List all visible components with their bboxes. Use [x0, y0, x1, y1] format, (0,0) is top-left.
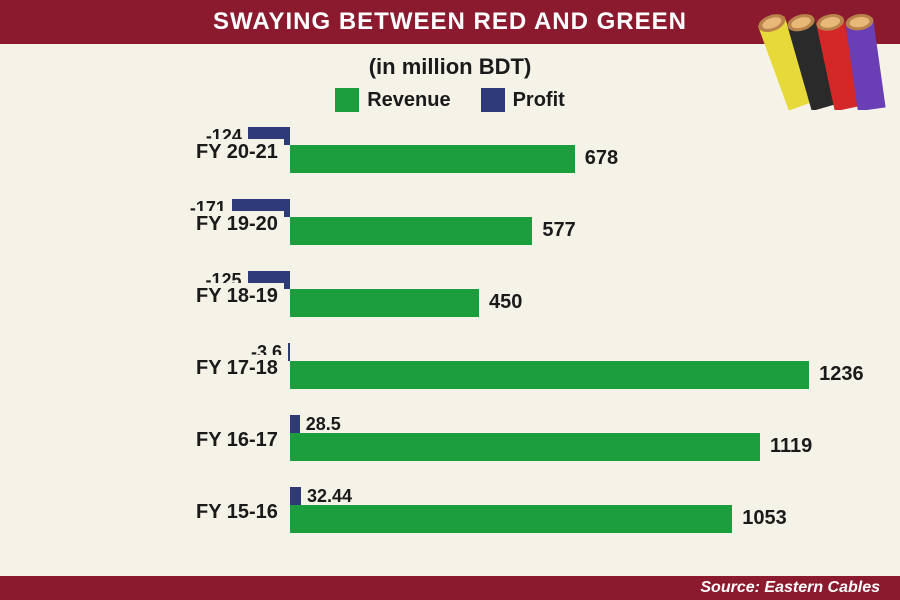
header-title: SWAYING BETWEEN RED AND GREEN	[213, 8, 687, 35]
legend-label: Revenue	[367, 89, 450, 112]
revenue-value: 678	[585, 147, 618, 170]
profit-value: 32.44	[307, 486, 352, 507]
chart-row: 678-124FY 20-21	[20, 127, 880, 183]
cables-decoration-icon	[740, 0, 900, 110]
revenue-value: 1119	[770, 435, 812, 458]
revenue-bar	[290, 505, 732, 533]
revenue-value: 1053	[742, 507, 787, 530]
revenue-value: 450	[489, 291, 522, 314]
year-label: FY 15-16	[190, 499, 284, 526]
year-label: FY 17-18	[190, 355, 284, 382]
revenue-value: 577	[542, 219, 575, 242]
legend-item: Profit	[481, 88, 565, 112]
chart-row: 450-125FY 18-19	[20, 271, 880, 327]
profit-value: 28.5	[306, 414, 341, 435]
legend-swatch	[335, 88, 359, 112]
legend-swatch	[481, 88, 505, 112]
legend-item: Revenue	[335, 88, 450, 112]
legend-label: Profit	[513, 89, 565, 112]
chart-row: 1119 28.5 FY 16-17	[20, 415, 880, 471]
revenue-value: 1236	[819, 363, 864, 386]
year-label: FY 19-20	[190, 211, 284, 238]
source-label: Source: Eastern Cables	[700, 579, 880, 596]
revenue-bar	[290, 289, 479, 317]
profit-bar	[288, 343, 290, 361]
chart-row: 1236-3.6FY 17-18	[20, 343, 880, 399]
profit-bar	[290, 415, 300, 433]
chart-row: 1053 32.44 FY 15-16	[20, 487, 880, 543]
chart-row: 577-171FY 19-20	[20, 199, 880, 255]
year-label: FY 18-19	[190, 283, 284, 310]
revenue-bar	[290, 145, 575, 173]
profit-bar	[290, 487, 301, 505]
revenue-bar	[290, 361, 809, 389]
year-label: FY 16-17	[190, 427, 284, 454]
year-label: FY 20-21	[190, 139, 284, 166]
source-banner: Source: Eastern Cables	[0, 576, 900, 600]
chart-area: 678-124FY 20-21 577-171FY 19-20 450-125FY …	[20, 127, 880, 557]
revenue-bar	[290, 433, 760, 461]
revenue-bar	[290, 217, 532, 245]
